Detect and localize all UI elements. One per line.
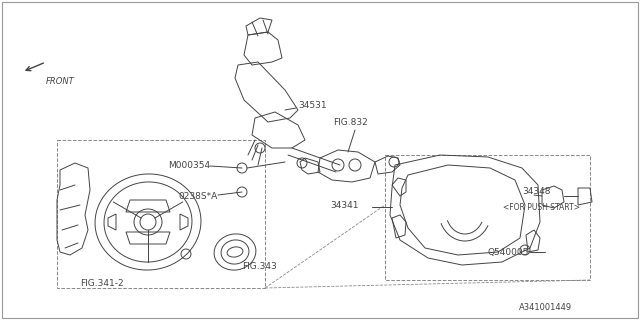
Text: 34531: 34531 [298, 100, 326, 109]
Text: <FOR PUSH START>: <FOR PUSH START> [503, 203, 580, 212]
Bar [57, 140, 265, 288]
Text: FIG.832: FIG.832 [333, 118, 368, 127]
Text: M000354: M000354 [168, 161, 210, 170]
Text: 34348: 34348 [522, 187, 550, 196]
Text: 0238S*A: 0238S*A [178, 191, 217, 201]
Text: FIG.343: FIG.343 [242, 262, 276, 271]
Text: Q540005: Q540005 [487, 249, 529, 258]
Text: FRONT: FRONT [46, 77, 75, 86]
Bar [385, 155, 590, 280]
Text: 34341: 34341 [330, 201, 358, 210]
Text: FIG.341-2: FIG.341-2 [80, 279, 124, 288]
Text: A341001449: A341001449 [519, 303, 572, 312]
